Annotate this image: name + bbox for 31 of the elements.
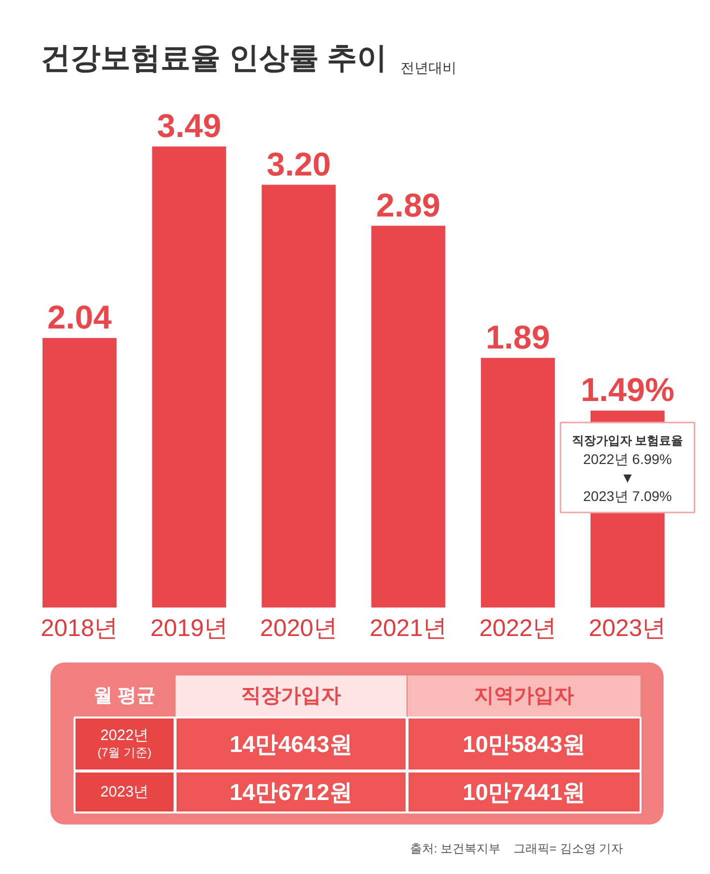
bar xyxy=(480,358,555,608)
data-label: 2.04 xyxy=(47,298,112,336)
bar xyxy=(262,184,336,608)
text: 지역가입자 xyxy=(474,685,574,707)
data-label: 3.20 xyxy=(266,145,331,182)
bar xyxy=(152,146,226,608)
text: 2022년 (7월 기준) xyxy=(98,727,152,760)
text: 10만5843원 xyxy=(462,731,586,757)
text: 그래픽= 김소영 기자 xyxy=(514,842,624,856)
x-tick-label: 2021년 xyxy=(370,615,447,642)
text: 직장가입자 xyxy=(241,685,341,707)
x-tick-label: 2022년 xyxy=(479,615,557,642)
bar xyxy=(42,338,116,608)
chart-title: 건강보험료율 인상률 추이 xyxy=(40,42,388,75)
data-label: 2.89 xyxy=(376,186,440,224)
x-tick-label: 2018년 xyxy=(40,615,118,642)
text: 2023년 xyxy=(100,784,149,800)
text: 14만6712원 xyxy=(230,779,352,805)
text: 월 평균 xyxy=(93,686,156,706)
source-note: 출처: 보건복지부 xyxy=(410,842,501,856)
chart-subtitle: 전년대비 xyxy=(400,60,456,76)
data-label: 1.89 xyxy=(486,318,550,356)
text: 14만4643원 xyxy=(230,731,352,757)
x-tick-label: 2020년 xyxy=(260,615,338,642)
text: 10만7441원 xyxy=(462,779,586,805)
x-tick-label: 2023년 xyxy=(588,615,666,642)
bar xyxy=(371,226,446,608)
annotation: 직장가입자 보험료율 2022년 6.99% ▼ 2023년 7.09% xyxy=(572,434,684,504)
x-tick-label: 2019년 xyxy=(150,615,228,642)
data-label: 3.49 xyxy=(156,107,222,144)
data-label: 1.49% xyxy=(580,371,674,408)
